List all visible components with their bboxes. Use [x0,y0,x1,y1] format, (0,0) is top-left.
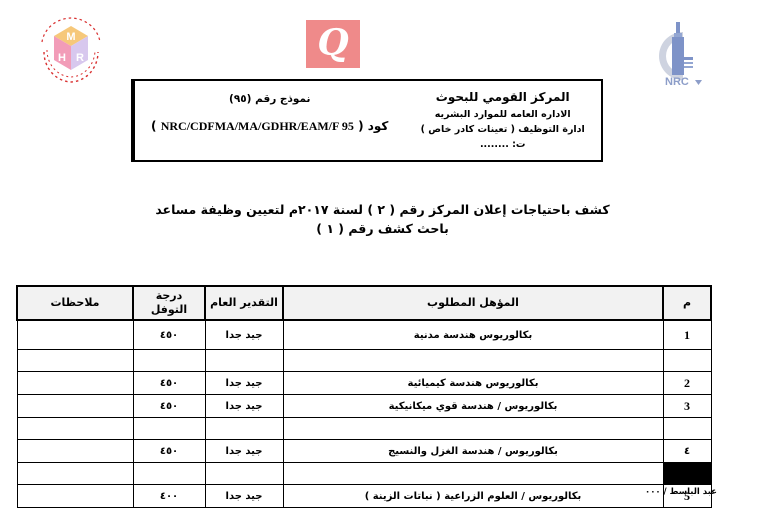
table-row: 2 بكالوريوس هندسة كيميائية جيد جدا ٤٥٠ [16,371,712,395]
row-num-cell: ٤ [662,439,712,463]
nrc-logo: NRC [645,14,717,88]
notes-cell [16,371,134,395]
qualification-cell [282,417,664,440]
toefl-score-cell: ٤٥٠ [132,439,206,463]
qualification-cell: بكالوريوس هندسة مدنية [282,319,664,350]
notes-cell [16,319,134,350]
grade-cell: جيد جدا [204,439,284,463]
organization-department-1: الاداره العامه للموارد البشريه [434,109,571,120]
row-num-cell [662,417,712,440]
table-row: 3 بكالوريوس / هندسة قوي ميكانيكية جيد جدا ٤… [16,394,712,418]
row-num-cell: 3 [662,394,712,418]
column-header-num: م [662,285,712,321]
row-num-cell [662,349,712,372]
row-num-cell: 2 [662,371,712,395]
footer-signature: عبد الباسط / ٠٠٠ [645,487,717,497]
column-header-qualification: المؤهل المطلوب [282,285,664,321]
grade-cell [204,417,284,440]
toefl-score-cell [132,462,206,485]
toefl-score-cell [132,349,206,372]
qualification-cell [282,462,664,485]
header-info-boxes: نموذج رقم (٩٥) كود ( NRC/CDFMA/MA/GDHR/E… [131,79,603,162]
form-identification-box: نموذج رقم (٩٥) كود ( NRC/CDFMA/MA/GDHR/E… [133,81,404,160]
notes-cell [16,394,134,418]
notes-cell [16,349,134,372]
form-number-label: نموذج رقم (٩٥) [229,93,311,105]
q-monogram-logo: Q [306,20,360,68]
mhr-letter-r: R [76,52,84,64]
mhr-cube-icon: M H R [41,17,101,83]
organization-department-2: ادارة التوظيف ( تعينات كادر خاص ) [420,124,585,135]
table-row [16,349,712,372]
qualification-cell: بكالوريوس / هندسة الغزل والنسيج [282,439,664,463]
qualification-cell: بكالوريوس هندسة كيميائية [282,371,664,395]
table-header-row: م المؤهل المطلوب التقدير العام درجة التو… [16,285,712,321]
nrc-logo-icon: NRC [659,22,702,88]
grade-cell [204,462,284,485]
form-code-label: كود ( NRC/CDFMA/MA/GDHR/EAM/F 95 ) [145,119,394,134]
table-row: 1 بكالوريوس هندسة مدنية جيد جدا ٤٥٠ [16,319,712,350]
qualification-cell: بكالوريوس / هندسة قوي ميكانيكية [282,394,664,418]
toefl-score-cell: ٤٥٠ [132,371,206,395]
row-num-cell: 1 [662,319,712,350]
grade-cell [204,349,284,372]
mhr-cube-logo: M H R [36,12,106,84]
organization-phone: ت: ........ [479,139,526,150]
toefl-score-cell: ٤٥٠ [132,394,206,418]
nrc-logo-label: NRC [665,76,689,88]
toefl-score-cell [132,417,206,440]
table-row: ٤ بكالوريوس / هندسة الغزل والنسيج جيد جدا ٤… [16,439,712,463]
grade-cell: جيد جدا [204,319,284,350]
mhr-letter-m: M [66,31,75,43]
organization-box: المركز القومي للبحوث الاداره العامه للمو… [404,81,601,160]
grade-cell: جيد جدا [204,394,284,418]
notes-cell [16,417,134,440]
qualification-cell [282,349,664,372]
qualifications-table: م المؤهل المطلوب التقدير العام درجة التو… [16,285,712,508]
notes-cell [16,462,134,485]
mhr-letter-h: H [58,52,66,64]
table-row [16,417,712,440]
page-title-line-2: باحث كشف رقم ( ١ ) [316,221,449,237]
qualification-cell: بكالوريوس / العلوم الزراعية ( نباتات الز… [282,484,664,508]
organization-title: المركز القومي للبحوث [435,90,570,104]
toefl-score-cell: ٤٠٠ [132,484,206,508]
qualifications-table-body: 1 بكالوريوس هندسة مدنية جيد جدا ٤٥٠ 2 بكالوري… [16,319,712,508]
form-code-prefix: كود ( [353,119,389,133]
form-code-latin: NRC/CDFMA/MA/GDHR/EAM/F 95 [160,119,354,133]
page-title: كشف باحتياجات إعلان المركز رقم ( ٢ ) لسن… [0,200,765,239]
column-header-grade: التقدير العام [204,285,284,321]
column-header-notes: ملاحظات [16,285,134,321]
q-monogram-glyph: Q [317,21,349,64]
table-row [16,462,712,485]
page-title-line-1: كشف باحتياجات إعلان المركز رقم ( ٢ ) لسن… [155,202,610,217]
table-row: 5 بكالوريوس / العلوم الزراعية ( نباتات ال… [16,484,712,508]
grade-cell: جيد جدا [204,371,284,395]
grade-cell: جيد جدا [204,484,284,508]
toefl-score-cell: ٤٥٠ [132,319,206,350]
row-num-blackout-cell [662,462,712,485]
column-header-toefl: درجة التوفل [132,285,206,321]
notes-cell [16,439,134,463]
logo-row: M H R Q NRC [0,0,765,88]
form-code-suffix: ) [151,119,161,133]
notes-cell [16,484,134,508]
